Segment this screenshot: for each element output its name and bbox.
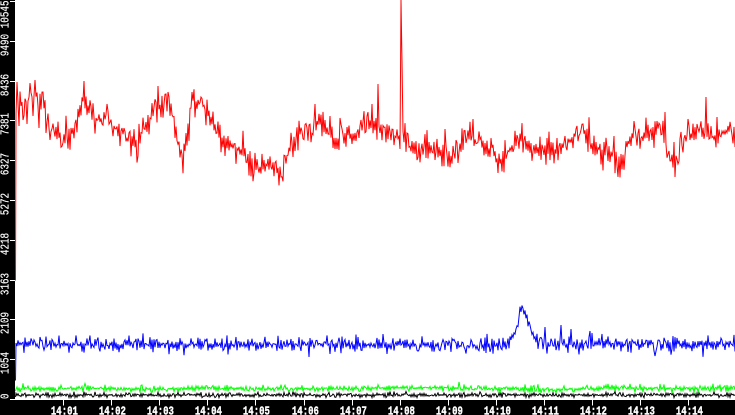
svg-text:14:05: 14:05 <box>243 405 270 415</box>
svg-text:14:03: 14:03 <box>147 405 174 415</box>
svg-text:8436: 8436 <box>0 74 13 96</box>
svg-text:10545: 10545 <box>0 1 13 29</box>
svg-text:14:01: 14:01 <box>51 405 78 415</box>
svg-text:0: 0 <box>0 393 13 399</box>
svg-text:1054: 1054 <box>0 352 13 374</box>
svg-text:7381: 7381 <box>0 113 13 135</box>
svg-text:6327: 6327 <box>0 153 13 175</box>
svg-text:9490: 9490 <box>0 34 13 56</box>
svg-text:3163: 3163 <box>0 273 13 295</box>
svg-text:14:14: 14:14 <box>676 405 703 415</box>
svg-text:5272: 5272 <box>0 193 13 215</box>
svg-text:14:11: 14:11 <box>532 405 559 415</box>
svg-text:14:12: 14:12 <box>580 405 607 415</box>
svg-text:14:07: 14:07 <box>340 405 367 415</box>
svg-text:2109: 2109 <box>0 312 13 334</box>
svg-text:14:04: 14:04 <box>195 405 222 415</box>
svg-text:14:09: 14:09 <box>436 405 463 415</box>
svg-text:14:02: 14:02 <box>99 405 126 415</box>
svg-text:4218: 4218 <box>0 233 13 255</box>
svg-text:14:08: 14:08 <box>388 405 415 415</box>
svg-text:14:10: 14:10 <box>484 405 511 415</box>
svg-text:14:06: 14:06 <box>292 405 319 415</box>
svg-text:14:13: 14:13 <box>628 405 655 415</box>
